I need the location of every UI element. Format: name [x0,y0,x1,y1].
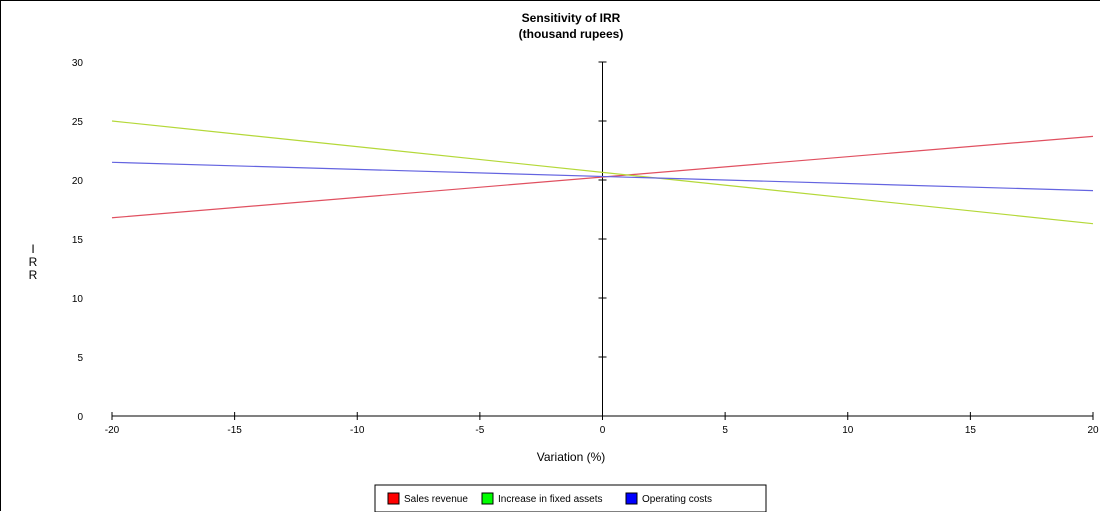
y-tick-label: 10 [72,294,84,305]
legend-swatch [387,492,400,505]
y-axis-title-char: R [29,268,38,282]
legend-label: Operating costs [642,494,712,505]
legend: Sales revenue Increase in fixed assets Ope… [374,484,767,512]
x-tick-label: 10 [842,425,854,436]
x-tick-label: 15 [965,425,977,436]
series-line-increase-in-fixed-assets [111,120,1094,225]
y-tick-label: 30 [72,58,84,69]
legend-label: Sales revenue [404,494,468,505]
y-tick-label: 0 [77,412,83,423]
y-tick-label: 15 [72,235,84,246]
y-axis-title-char: R [29,255,38,269]
x-tick-label: -20 [105,425,120,436]
x-tick-label: -10 [350,425,365,436]
legend-swatch [625,492,638,505]
legend-label: Increase in fixed assets [498,494,603,505]
y-tick-label: 25 [72,117,84,128]
x-tick-label: 20 [1087,425,1099,436]
series-line-operating-costs [111,161,1094,192]
x-axis-title: Variation (%) [537,450,605,464]
x-tick-label: -15 [227,425,242,436]
chart-title: Sensitivity of IRR [522,11,621,25]
x-tick-label: 0 [600,425,606,436]
x-tick-label: 5 [722,425,728,436]
axes-group: -20 -15 -10 -5 0 5 10 15 20 0 5 10 15 20 25 30 [72,58,1099,436]
legend-swatch [481,492,494,505]
y-axis-title-char: I [31,242,34,256]
y-tick-label: 20 [72,176,84,187]
y-tick-label: 5 [77,353,83,364]
x-tick-label: -5 [475,425,484,436]
series-group [111,120,1094,225]
legend-box [374,484,767,512]
chart-subtitle: (thousand rupees) [519,27,624,41]
y-axis-title: IRR [29,242,38,282]
